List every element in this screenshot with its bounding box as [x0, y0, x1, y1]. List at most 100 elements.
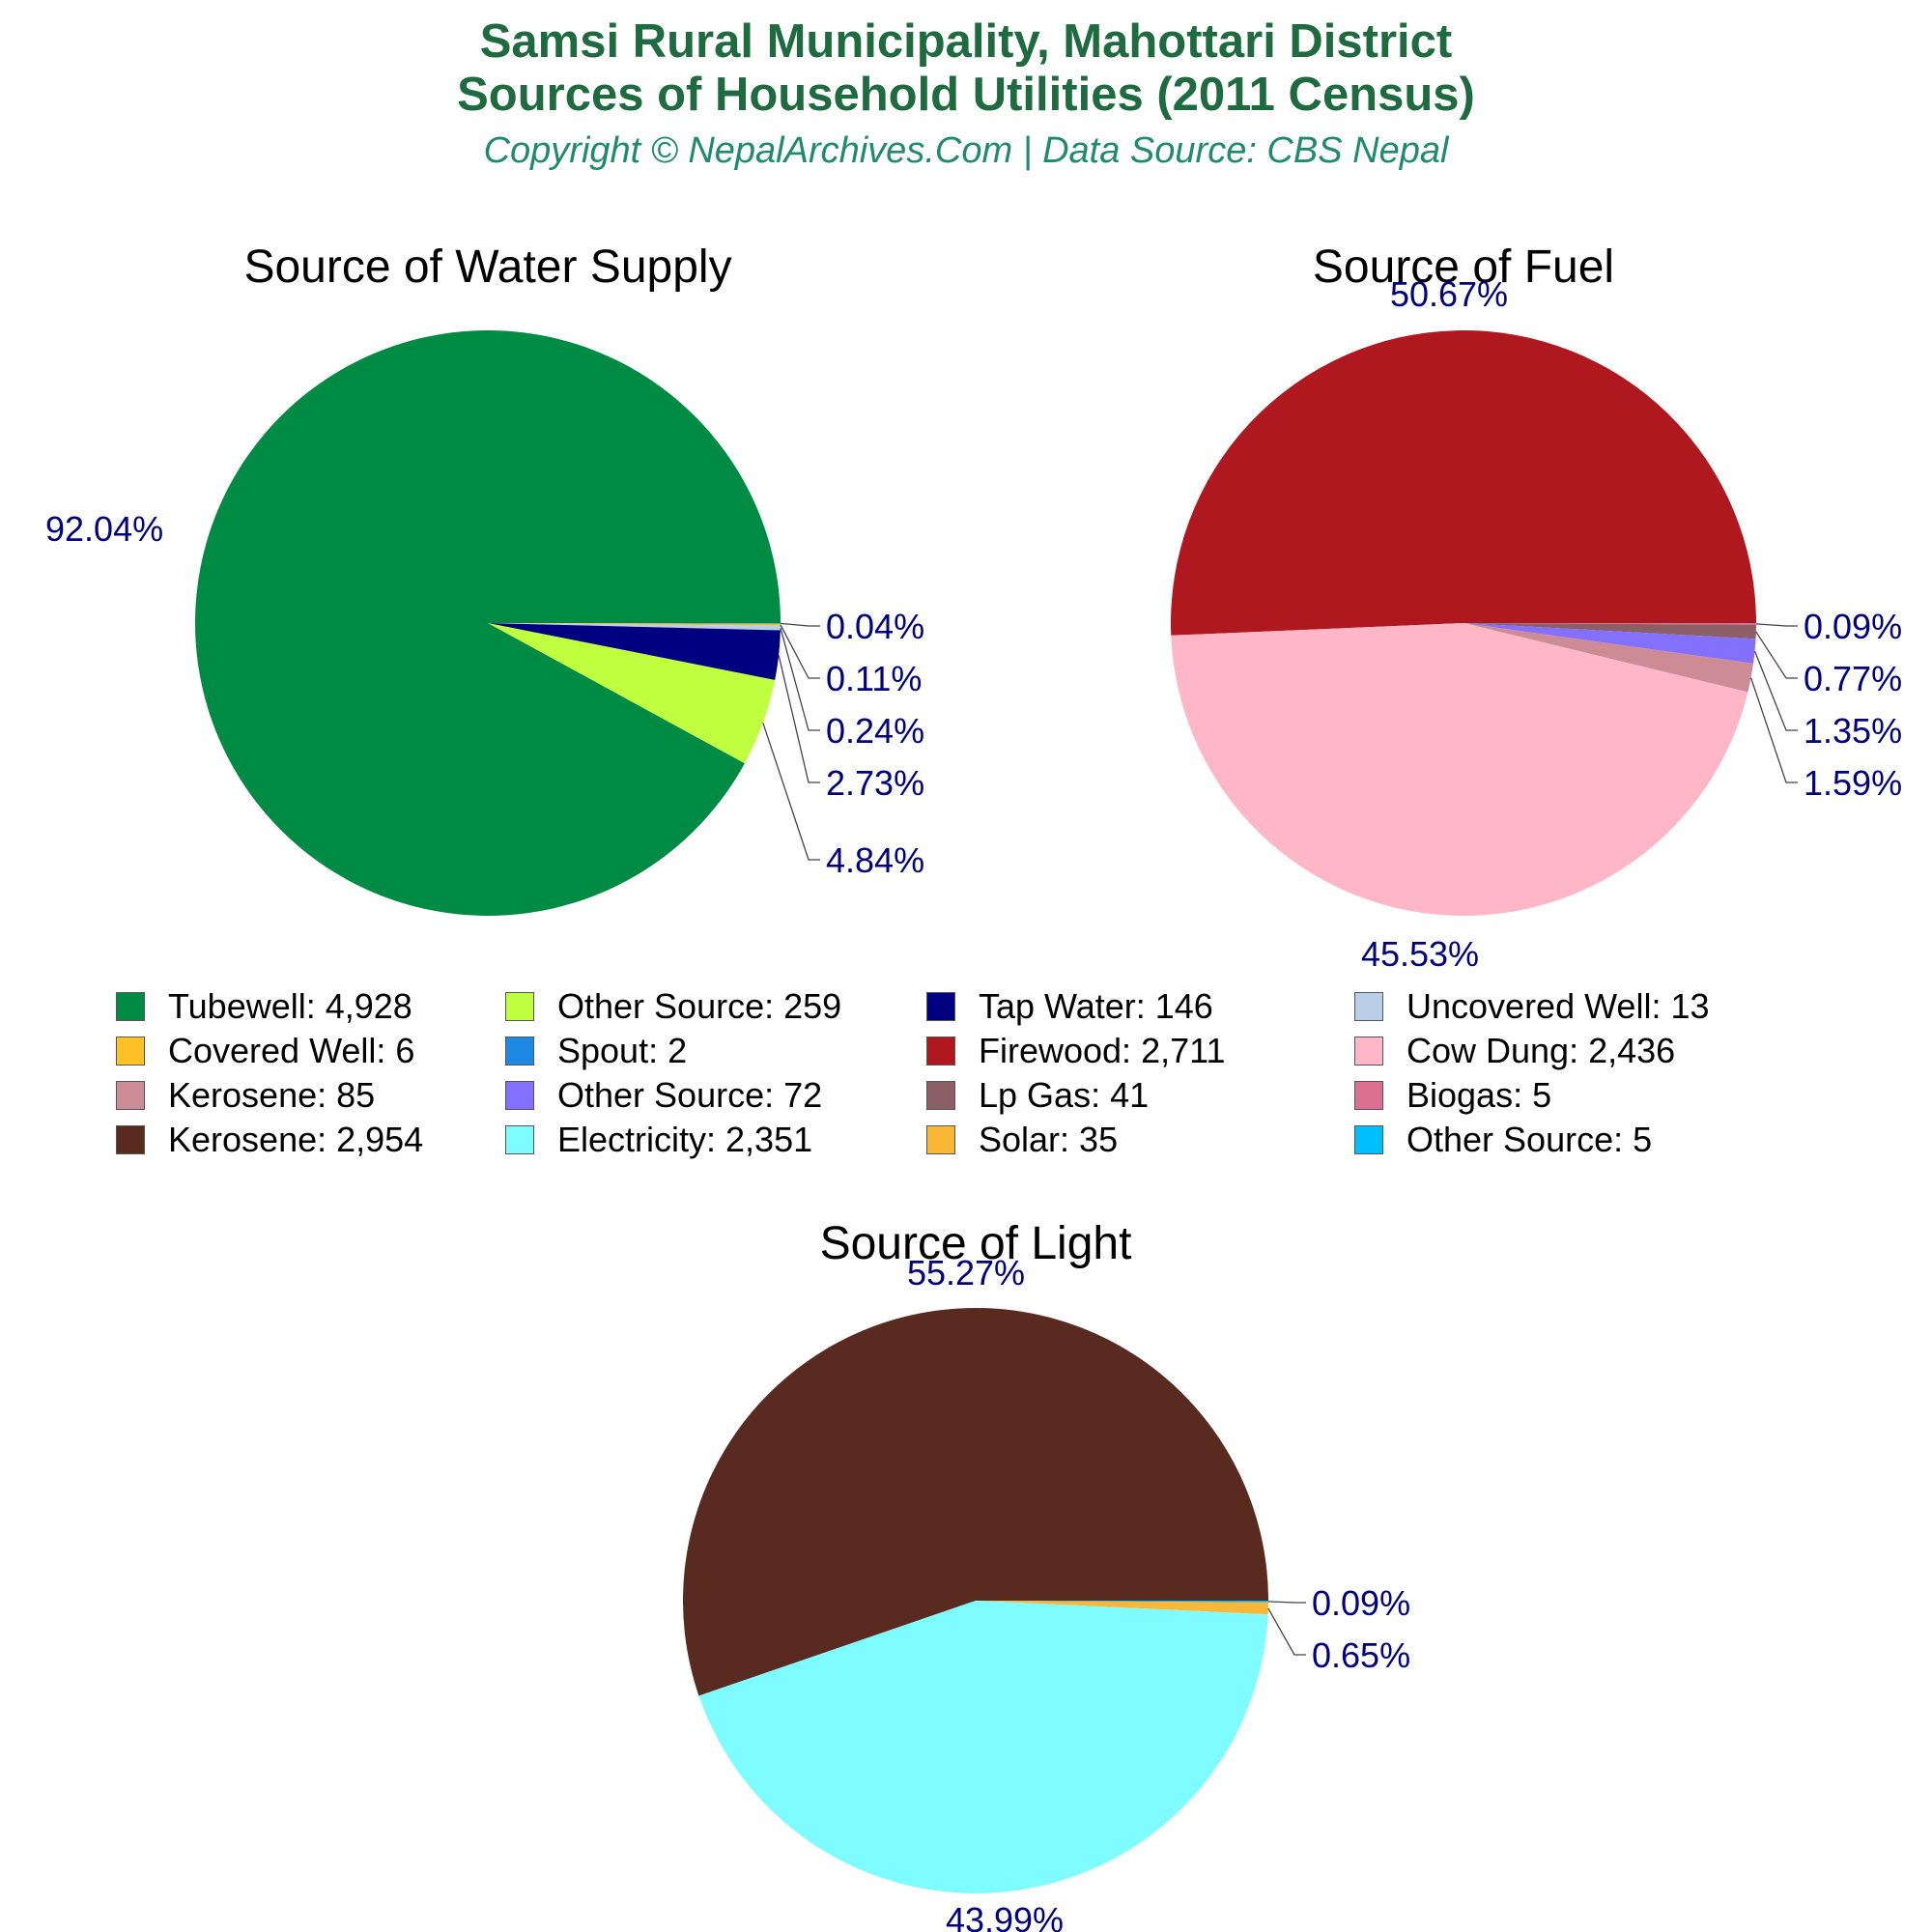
legend-swatch: [926, 1124, 955, 1154]
legend-label: Kerosene: 2,954: [168, 1119, 424, 1159]
percent-label: 0.77%: [1804, 659, 1902, 698]
percent-label: 50.67%: [1390, 274, 1508, 314]
legend-swatch: [926, 991, 955, 1021]
legend-swatch: [926, 1080, 955, 1110]
legend-label: Electricity: 2,351: [557, 1119, 813, 1159]
legend-swatch: [505, 1080, 534, 1110]
legend-label: Other Source: 72: [557, 1074, 823, 1115]
legend-swatch: [505, 1036, 534, 1065]
legend: Tubewell: 4,928 Other Source: 259 Tap Wate…: [116, 985, 1855, 1160]
percent-label: 0.11%: [826, 659, 922, 698]
pie-slice-kerosene: [1463, 623, 1754, 693]
legend-label: Uncovered Well: 13: [1406, 985, 1710, 1026]
pie-slice-biogas: [1463, 623, 1756, 625]
legend-label: Kerosene: 85: [168, 1074, 376, 1115]
percent-label: 0.09%: [1804, 607, 1902, 646]
callout-line: [780, 622, 820, 627]
legend-item: Electricity: 2,351: [505, 1119, 926, 1160]
legend-swatch: [1354, 1124, 1383, 1154]
pie-chart-1: Source of Water Supply 92.04% 0.04% 0.11% 0.…: [45, 242, 924, 916]
legend-item: Spout: 2: [505, 1030, 926, 1071]
legend-item: Other Source: 5: [1354, 1119, 1808, 1160]
copyright-text: Copyright © NepalArchives.Com | Data Sou…: [483, 130, 1449, 171]
percent-label: 0.04%: [826, 607, 924, 646]
legend-item: Uncovered Well: 13: [1354, 985, 1808, 1027]
pie-title: Source of Water Supply: [243, 242, 731, 293]
main-subtitle-line: Sources of Household Utilities (2011 Cen…: [457, 69, 1475, 121]
pie-slice-covered-well: [488, 623, 781, 626]
pie-slice-other-source: [1463, 623, 1756, 664]
main-title: Samsi Rural Municipality, Mahottari Dist…: [479, 15, 1453, 68]
percent-label: 2.73%: [826, 763, 924, 803]
callout-line: [780, 627, 820, 731]
legend-item: Firewood: 2,711: [926, 1030, 1354, 1071]
callout-line: [1750, 677, 1798, 783]
callout-line: [1755, 631, 1798, 679]
pie-slice-uncovered-well: [488, 623, 781, 631]
pie-slice-other-source: [488, 623, 776, 764]
legend-item: Other Source: 72: [505, 1074, 926, 1116]
legend-swatch: [1354, 1036, 1383, 1065]
percent-label: 4.84%: [826, 840, 924, 880]
pie-slice-tap-water: [488, 623, 781, 681]
legend-label: Tubewell: 4,928: [168, 985, 412, 1026]
pie-slice-other-source: [976, 1601, 1268, 1603]
legend-label: Cow Dung: 2,436: [1406, 1030, 1676, 1070]
legend-swatch: [1354, 1080, 1383, 1110]
callout-line: [778, 655, 820, 783]
legend-item: Kerosene: 2,954: [116, 1119, 505, 1160]
pie-slice-spout: [488, 623, 781, 624]
percent-label: 43.99%: [946, 1900, 1064, 1932]
percent-label: 0.24%: [826, 711, 924, 751]
pie-slice-electricity: [698, 1601, 1268, 1894]
legend-item: Covered Well: 6: [116, 1030, 505, 1071]
pie-slice-lp-gas: [1463, 623, 1756, 639]
legend-label: Biogas: 5: [1406, 1074, 1552, 1115]
pie-slice-kerosene: [683, 1308, 1268, 1696]
legend-label: Covered Well: 6: [168, 1030, 415, 1070]
callout-line: [780, 624, 820, 679]
pie-title: Source of Fuel: [1313, 242, 1614, 293]
legend-label: Tap Water: 146: [979, 985, 1213, 1026]
pie-slice-solar: [976, 1601, 1268, 1615]
legend-label: Other Source: 5: [1406, 1119, 1653, 1159]
legend-swatch: [116, 1080, 145, 1110]
percent-label: 92.04%: [45, 509, 163, 549]
legend-label: Firewood: 2,711: [979, 1030, 1226, 1070]
legend-item: Kerosene: 85: [116, 1074, 505, 1116]
legend-item: Lp Gas: 41: [926, 1074, 1354, 1116]
pie-title: Source of Light: [820, 1218, 1132, 1269]
legend-label: Solar: 35: [979, 1119, 1119, 1159]
legend-item: Solar: 35: [926, 1119, 1354, 1160]
legend-item: Tubewell: 4,928: [116, 985, 505, 1027]
legend-item: Cow Dung: 2,436: [1354, 1030, 1808, 1071]
percent-label: 45.53%: [1361, 934, 1479, 974]
pie-slice-firewood: [1170, 329, 1756, 636]
legend-swatch: [116, 1036, 145, 1065]
legend-swatch: [505, 1124, 534, 1154]
legend-item: Biogas: 5: [1354, 1074, 1808, 1116]
legend-label: Other Source: 259: [557, 985, 842, 1026]
legend-label: Lp Gas: 41: [979, 1074, 1150, 1115]
legend-swatch: [116, 1124, 145, 1154]
percent-label: 1.35%: [1804, 711, 1902, 751]
percent-label: 55.27%: [907, 1253, 1025, 1293]
legend-label: Spout: 2: [557, 1030, 688, 1070]
callout-line: [1753, 650, 1798, 731]
legend-item: Tap Water: 146: [926, 985, 1354, 1027]
legend-swatch: [926, 1036, 955, 1065]
legend-item: Other Source: 259: [505, 985, 926, 1027]
callout-line: [1267, 1607, 1306, 1656]
percent-label: 0.65%: [1312, 1635, 1410, 1675]
legend-swatch: [505, 991, 534, 1021]
callout-line: [1755, 623, 1798, 627]
percent-label: 0.09%: [1312, 1583, 1410, 1623]
pie-slice-cow-dung: [1171, 623, 1748, 917]
callout-line: [762, 723, 820, 861]
legend-swatch: [1354, 991, 1383, 1021]
callout-line: [1267, 1601, 1306, 1604]
percent-label: 1.59%: [1804, 763, 1902, 803]
